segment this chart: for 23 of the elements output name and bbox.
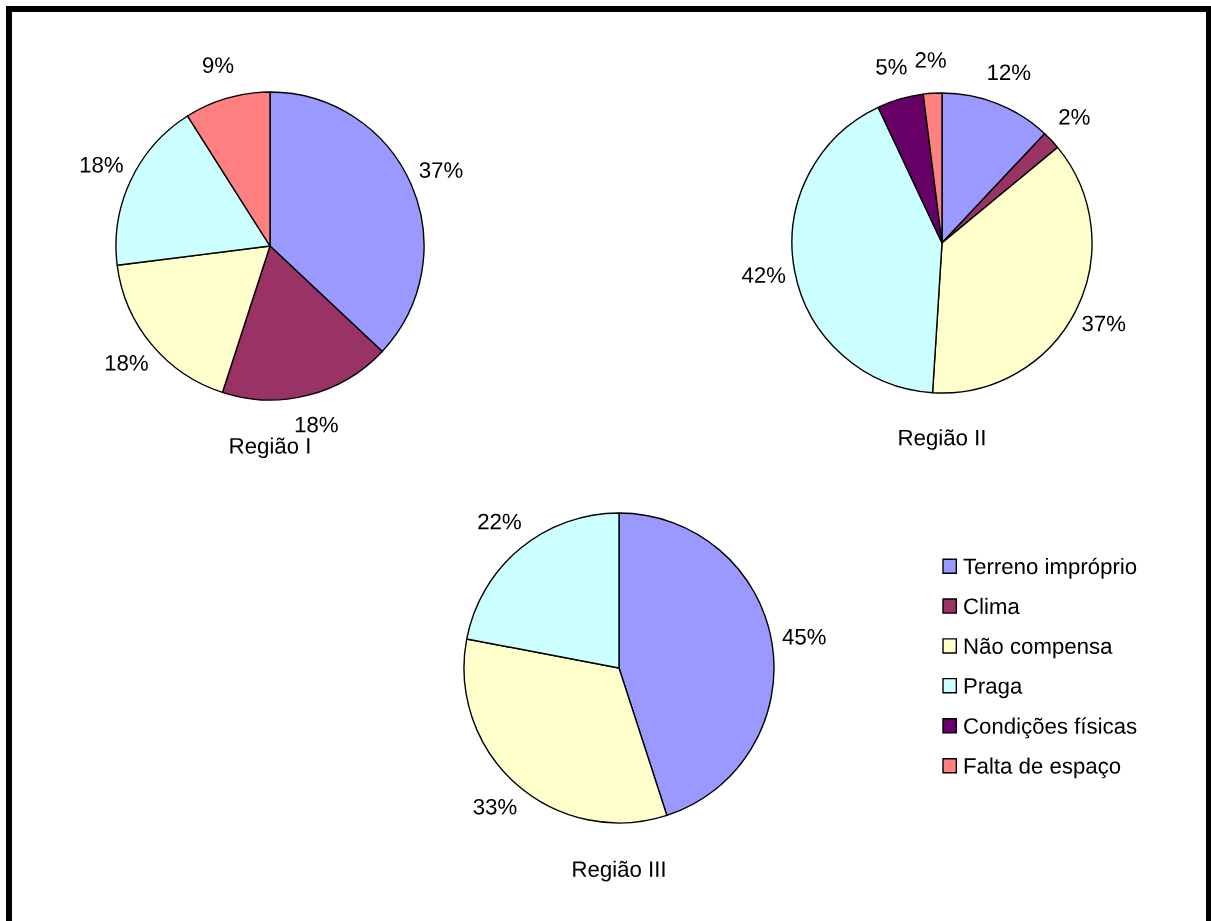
legend-label: Falta de espaço	[964, 757, 1121, 779]
legend-label: Terreno impróprio	[963, 557, 1137, 579]
data-label: 12%	[988, 64, 1031, 81]
data-label: 2%	[915, 52, 946, 68]
legend-label: Clima	[964, 597, 1020, 615]
data-label: 22%	[478, 513, 521, 530]
data-label: 18%	[105, 355, 148, 371]
text: Região II	[899, 429, 985, 450]
data-label: 45%	[782, 628, 826, 645]
data-label: 18%	[295, 416, 338, 433]
text: Região I	[230, 437, 310, 459]
text: Região III	[573, 860, 665, 882]
data-label: 37%	[1082, 315, 1126, 332]
legend-label: Condições físicas	[964, 717, 1137, 739]
data-label: 2%	[1059, 108, 1090, 125]
data-label: 37%	[419, 162, 463, 178]
data-label: 9%	[203, 57, 234, 74]
data-label: 42%	[741, 267, 786, 283]
data-label: 18%	[80, 156, 123, 173]
data-label: 5%	[876, 59, 907, 75]
data-label: 33%	[473, 798, 517, 815]
legend-label: Praga	[964, 678, 1023, 699]
legend-label: Não compensa	[964, 637, 1113, 659]
